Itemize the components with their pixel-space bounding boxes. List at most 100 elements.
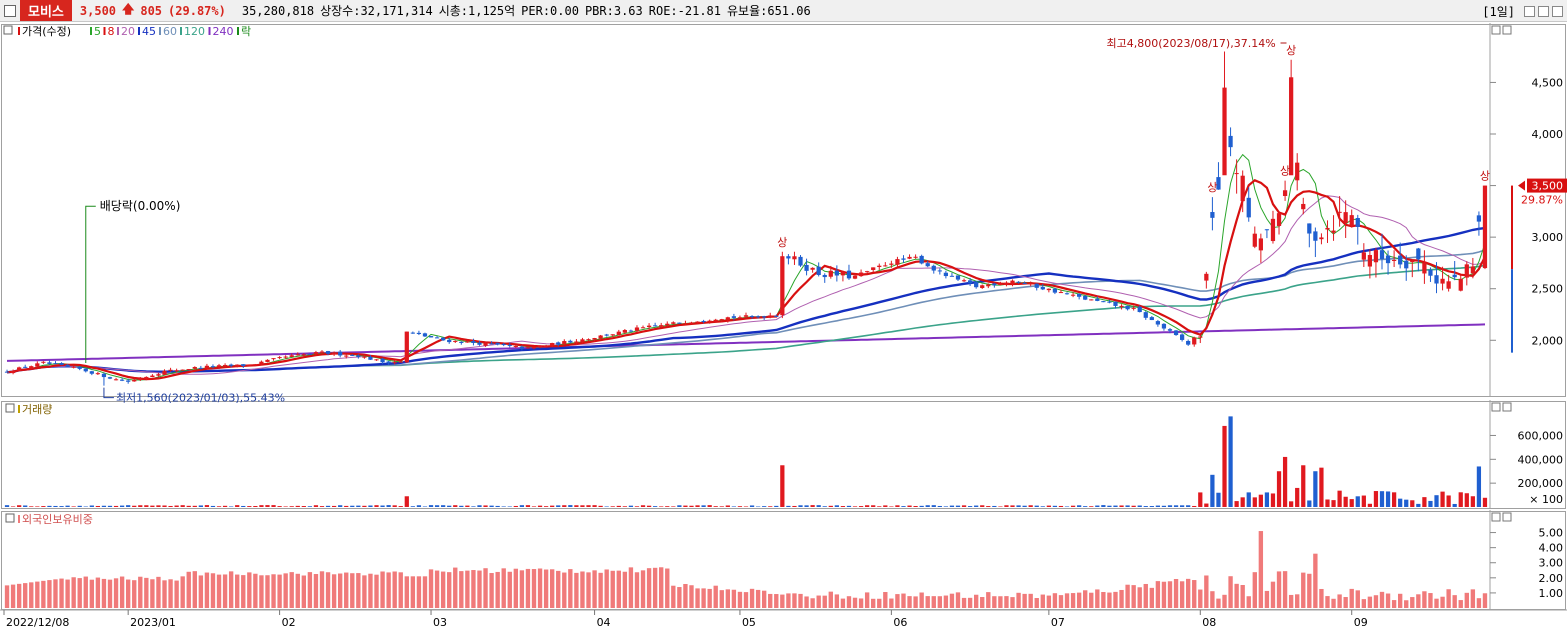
foreign-bar — [447, 572, 452, 608]
foreign-bar — [410, 576, 416, 608]
candle-body — [961, 280, 967, 282]
candle-body — [943, 272, 949, 277]
foreign-bar — [701, 588, 706, 608]
volume-bar — [1410, 500, 1415, 507]
foreign-bar — [816, 595, 821, 608]
chart-area[interactable]: 가격(수정) 5 8 20 45 60 120 240 락 최고4,800(2023/08/17… — [0, 23, 1567, 630]
foreign-bar — [301, 575, 307, 608]
foreign-bar — [1204, 575, 1209, 608]
foreign-bar — [477, 570, 482, 608]
candle-body — [119, 379, 125, 381]
limit-up-marker: 상 — [1286, 44, 1296, 57]
candle-body — [810, 267, 815, 270]
candle-body — [1173, 330, 1179, 336]
volume-bar — [689, 505, 694, 507]
foreign-bar — [71, 577, 76, 608]
foreign-bar — [828, 591, 833, 608]
foreign-bar — [537, 568, 543, 608]
candle-body — [731, 316, 737, 318]
volume-bar — [889, 506, 894, 507]
volume-bar — [1064, 506, 1070, 507]
foreign-bar — [459, 571, 464, 608]
legend-swatch — [159, 27, 161, 35]
candle-body — [889, 263, 894, 265]
foreign-bar — [562, 572, 567, 608]
candle-body — [786, 256, 791, 259]
volume-bar — [150, 505, 155, 507]
candle-body — [113, 379, 119, 381]
volume-bar — [253, 506, 258, 507]
volume-bar — [101, 505, 107, 507]
foreign-bar — [59, 578, 64, 608]
volume-bar — [858, 506, 864, 507]
per: PER:0.00 — [521, 3, 579, 18]
volume-bar — [961, 505, 967, 507]
volume-bar — [132, 505, 137, 507]
volume-bar — [616, 505, 621, 507]
candle-body — [1337, 211, 1342, 213]
candle-body — [204, 365, 210, 369]
candle-body — [1452, 274, 1457, 278]
foreign-bar — [204, 572, 210, 608]
foreign-bar — [1458, 600, 1463, 608]
volume-bar — [586, 505, 591, 507]
volume-bar — [1307, 500, 1312, 507]
close-icon[interactable] — [1552, 6, 1563, 17]
volume-bar — [241, 505, 246, 507]
foreign-bar — [774, 594, 779, 608]
volume-bar — [325, 505, 331, 507]
date-tick-label: 03 — [433, 616, 447, 629]
candle-body — [1222, 87, 1227, 176]
volume-bar — [967, 506, 973, 507]
volume-bar — [259, 505, 264, 507]
volume-bar — [907, 505, 912, 507]
volume-bar — [1004, 505, 1009, 507]
volume-bar — [1101, 505, 1106, 507]
candle-body — [253, 364, 258, 366]
candle-body — [592, 338, 597, 340]
foreign-bar — [174, 580, 179, 608]
volume-bar — [1313, 471, 1318, 507]
volume-bar — [925, 505, 930, 507]
period-selector[interactable]: [1일] — [1482, 5, 1515, 19]
foreign-bar — [1452, 595, 1457, 608]
volume-bar — [301, 506, 306, 507]
candle-body — [653, 325, 658, 327]
panel-checkbox[interactable] — [4, 4, 16, 17]
candle-body — [1179, 334, 1185, 340]
volume-bar — [671, 506, 676, 507]
foreign-tick-label: 3.00 — [1539, 557, 1564, 570]
volume-bar — [1198, 492, 1203, 507]
foreign-bar — [247, 572, 252, 608]
candle-body — [1404, 260, 1409, 269]
price-legend: 가격(수정) 5 8 20 45 60 120 240 락 — [3, 25, 251, 38]
foreign-bar — [580, 571, 585, 608]
stock-name[interactable]: 모비스 — [20, 0, 72, 21]
volume-bar — [737, 506, 743, 507]
volume-bar — [883, 505, 888, 507]
volume-bar — [89, 505, 94, 507]
panel-maximize-icon — [1502, 25, 1512, 35]
candle-body — [198, 367, 203, 369]
volume-bar — [895, 505, 900, 507]
candle-body — [1446, 281, 1451, 289]
volume-bar — [277, 506, 282, 507]
volume-bar — [1440, 491, 1445, 507]
minimize-icon[interactable] — [1524, 6, 1535, 17]
foreign-bar — [1010, 597, 1015, 608]
candle-body — [465, 341, 470, 343]
volume-bar — [1234, 501, 1239, 507]
candle-body — [4, 371, 10, 373]
volume-bar — [1361, 495, 1366, 507]
candle-body — [192, 367, 197, 369]
volume-bar — [380, 505, 385, 507]
candle-body — [1464, 264, 1469, 278]
foreign-bar — [362, 575, 367, 608]
volume-bar — [1476, 466, 1482, 507]
foreign-bar — [1258, 531, 1264, 608]
foreign-bar — [4, 585, 10, 608]
limit-up-marker: 상 — [1480, 170, 1490, 183]
foreign-bar — [677, 587, 682, 608]
maximize-icon[interactable] — [1538, 6, 1549, 17]
volume-bar — [271, 505, 276, 507]
